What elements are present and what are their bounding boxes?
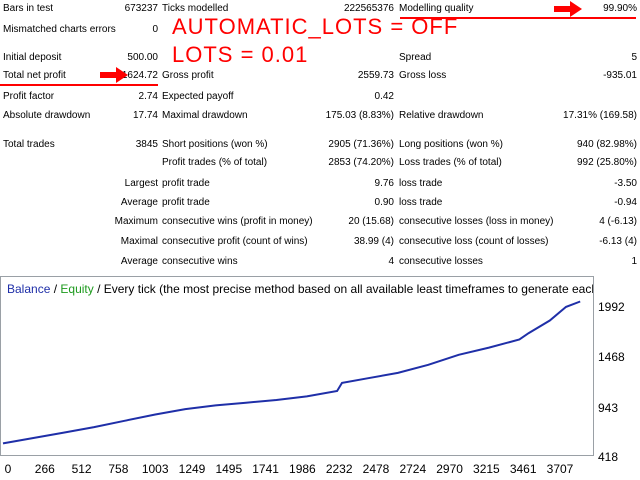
profit-trades-value: 2853 (74.20%) <box>328 157 394 168</box>
maximal-drawdown-value: 175.03 (8.83%) <box>325 110 394 121</box>
maximal-drawdown-label: Maximal drawdown <box>162 110 248 121</box>
x-tick-label: 512 <box>71 462 92 476</box>
x-tick-label: 2724 <box>399 462 427 476</box>
x-tick-label: 266 <box>34 462 55 476</box>
average2-label: Average <box>120 256 158 267</box>
short-positions-value: 2905 (71.36%) <box>328 139 394 150</box>
maximal-cons-profit-value: 38.99 (4) <box>353 236 394 247</box>
x-tick-label: 1495 <box>215 462 243 476</box>
expected-payoff-label: Expected payoff <box>162 91 234 102</box>
expected-payoff-value: 0.42 <box>374 91 394 102</box>
x-tick-label: 1003 <box>141 462 169 476</box>
gross-profit-value: 2559.73 <box>357 70 394 81</box>
x-tick-label: 1986 <box>289 462 316 476</box>
avg-cons-losses-label: consecutive losses <box>399 256 483 267</box>
balance-line-svg <box>2 300 581 445</box>
long-positions-value: 940 (82.98%) <box>576 139 637 150</box>
mismatched-charts-errors-value: 0 <box>152 24 158 35</box>
ticks-modelled-label: Ticks modelled <box>162 3 229 14</box>
arrow-right-icon <box>100 67 128 83</box>
legend-separator: / <box>50 282 61 296</box>
y-tick-label: 1468 <box>598 350 625 364</box>
x-tick-label: 0 <box>4 462 12 476</box>
balance-chart: Balance / Equity / Every tick (the most … <box>0 276 640 480</box>
gross-profit-label: Gross profit <box>162 70 214 81</box>
avg-cons-losses-value: 1 <box>631 256 637 267</box>
absolute-drawdown-label: Absolute drawdown <box>3 110 91 121</box>
max-cons-losses-label: consecutive losses (loss in money) <box>399 216 554 227</box>
loss-trades-value: 992 (25.80%) <box>576 157 637 168</box>
ticks-modelled-value: 222565376 <box>343 3 394 14</box>
average-loss-value: -0.94 <box>614 197 637 208</box>
annotation-line2: LOTS = 0.01 <box>172 42 309 67</box>
legend-equity: Equity <box>60 282 94 296</box>
legend-balance: Balance <box>7 282 51 296</box>
largest-profit-label: profit trade <box>162 178 210 189</box>
bars-in-test-value: 673237 <box>124 3 158 14</box>
profit-factor-value: 2.74 <box>138 91 158 102</box>
total-trades-label: Total trades <box>3 139 55 150</box>
x-tick-label: 2970 <box>436 462 463 476</box>
arrow-right-icon <box>554 1 582 17</box>
backtest-report: Bars in test 673237 Ticks modelled 22256… <box>0 1 637 267</box>
x-tick-label: 3215 <box>473 462 500 476</box>
absolute-drawdown-value: 17.74 <box>132 110 158 121</box>
balance-series-line <box>2 300 581 445</box>
max-cons-wins-label: consecutive wins (profit in money) <box>162 216 313 227</box>
y-tick-label: 943 <box>598 401 619 415</box>
x-tick-label: 3707 <box>546 462 574 476</box>
x-tick-label: 3461 <box>509 462 537 476</box>
mismatched-charts-errors-label: Mismatched charts errors <box>3 24 116 35</box>
y-tick-label: 1992 <box>598 300 625 314</box>
spread-label: Spread <box>399 52 432 63</box>
spread-value: 5 <box>631 52 637 63</box>
modelling-quality-value: 99.90% <box>603 3 637 14</box>
profit-factor-label: Profit factor <box>3 91 55 102</box>
maximal-cons-loss-value: -6.13 (4) <box>599 236 637 247</box>
long-positions-label: Long positions (won %) <box>399 139 503 150</box>
maximal-label: Maximal <box>120 236 158 247</box>
relative-drawdown-value: 17.31% (169.58) <box>563 110 637 121</box>
bars-in-test-label: Bars in test <box>3 3 54 14</box>
modelling-quality-label: Modelling quality <box>399 3 474 14</box>
x-tick-label: 1249 <box>178 462 206 476</box>
annotation-line1: AUTOMATIC_LOTS = OFF <box>172 14 459 39</box>
maximal-cons-profit-label: consecutive profit (count of wins) <box>162 236 308 247</box>
average-profit-label: profit trade <box>162 197 210 208</box>
x-tick-label: 2478 <box>362 462 390 476</box>
legend-description: / Every tick (the most precise method ba… <box>97 282 593 296</box>
initial-deposit-label: Initial deposit <box>3 52 62 63</box>
profit-trades-label: Profit trades (% of total) <box>162 157 268 168</box>
net-profit-underline <box>0 84 158 86</box>
largest-loss-label: loss trade <box>399 178 443 189</box>
short-positions-label: Short positions (won %) <box>162 139 268 150</box>
maximal-cons-loss-label: consecutive loss (count of losses) <box>399 236 549 247</box>
average-loss-label: loss trade <box>399 197 443 208</box>
chart-plot-area: Balance / Equity / Every tick (the most … <box>0 276 594 456</box>
gross-loss-value: -935.01 <box>603 70 637 81</box>
y-tick-label: 418 <box>598 450 619 464</box>
average-profit-value: 0.90 <box>374 197 394 208</box>
total-trades-value: 3845 <box>135 139 158 150</box>
x-tick-label: 1741 <box>252 462 279 476</box>
initial-deposit-value: 500.00 <box>127 52 158 63</box>
gross-loss-label: Gross loss <box>399 70 447 81</box>
largest-loss-value: -3.50 <box>614 178 637 189</box>
modelling-quality-underline <box>400 17 636 19</box>
max-cons-wins-value: 20 (15.68) <box>348 216 394 227</box>
x-tick-label: 758 <box>108 462 129 476</box>
avg-cons-wins-value: 4 <box>388 256 394 267</box>
relative-drawdown-label: Relative drawdown <box>399 110 484 121</box>
largest-profit-value: 9.76 <box>374 178 394 189</box>
total-net-profit-label: Total net profit <box>3 70 66 81</box>
average-label: Average <box>120 197 158 208</box>
total-net-profit-value: 1624.72 <box>121 70 158 81</box>
loss-trades-label: Loss trades (% of total) <box>399 157 502 168</box>
max-cons-losses-value: 4 (-6.13) <box>599 216 637 227</box>
avg-cons-wins-label: consecutive wins <box>162 256 238 267</box>
chart-legend: Balance / Equity / Every tick (the most … <box>7 282 593 296</box>
maximum-label: Maximum <box>114 216 158 227</box>
largest-label: Largest <box>124 178 158 189</box>
x-tick-label: 2232 <box>325 462 353 476</box>
